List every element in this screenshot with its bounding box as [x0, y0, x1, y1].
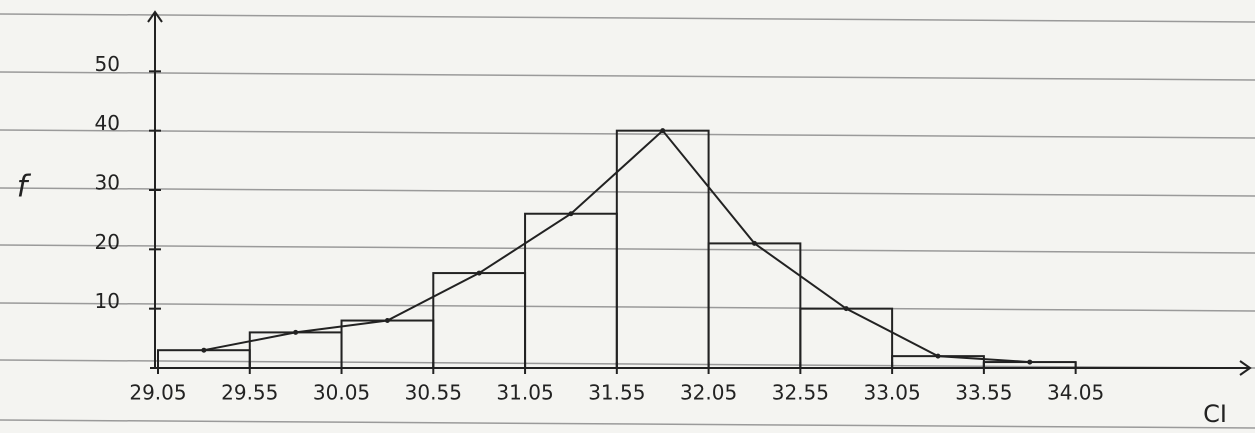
- y-tick-label: 20: [95, 230, 120, 254]
- page: f CI 10 20 30 40 50 29.05 29.55 30.05 30.55 31.05…: [0, 0, 1255, 433]
- bar: [525, 214, 617, 368]
- x-axis-label: CI: [1203, 400, 1227, 428]
- bar: [709, 243, 801, 368]
- x-tick-label: 33.55: [955, 381, 1012, 405]
- paper-line: [0, 303, 1255, 311]
- x-tick-label: 31.05: [496, 381, 553, 405]
- polygon-vertex: [936, 354, 941, 359]
- y-axis-label: f: [17, 170, 32, 205]
- polygon-vertex: [201, 348, 206, 353]
- polygon-vertex: [568, 211, 573, 216]
- bar: [800, 309, 892, 368]
- x-tick-label: 30.05: [313, 381, 370, 405]
- y-tick-label: 50: [95, 52, 120, 76]
- bar: [158, 350, 250, 368]
- x-tick-label: 33.05: [863, 381, 920, 405]
- paper-line: [0, 188, 1255, 196]
- x-tick-label: 32.55: [772, 381, 829, 405]
- y-tick-label: 40: [95, 111, 120, 135]
- paper-line: [0, 72, 1255, 80]
- chart: f CI 10 20 30 40 50 29.05 29.55 30.05 30.55 31.05…: [0, 0, 1255, 433]
- x-tick-label: 31.55: [588, 381, 645, 405]
- polygon-vertex: [844, 306, 849, 311]
- polygon-vertex: [660, 128, 665, 133]
- y-tick-label: 30: [95, 171, 120, 195]
- x-tick-label: 29.55: [221, 381, 278, 405]
- y-tick-label: 10: [95, 289, 120, 313]
- x-tick-label: 34.05: [1047, 381, 1104, 405]
- paper-line: [0, 245, 1255, 253]
- paper-line: [0, 14, 1255, 22]
- bar: [342, 321, 434, 368]
- x-tick-label: 32.05: [680, 381, 737, 405]
- polygon-vertex: [385, 318, 390, 323]
- polygon-vertex: [752, 241, 757, 246]
- paper-lines: [0, 14, 1255, 428]
- polygon-vertex: [1027, 360, 1032, 365]
- x-tick-label: 30.55: [405, 381, 462, 405]
- polygon-vertex: [293, 330, 298, 335]
- polygon-vertex: [477, 271, 482, 276]
- bar: [433, 273, 525, 368]
- paper-line: [0, 420, 1255, 428]
- x-tick-label: 29.05: [129, 381, 186, 405]
